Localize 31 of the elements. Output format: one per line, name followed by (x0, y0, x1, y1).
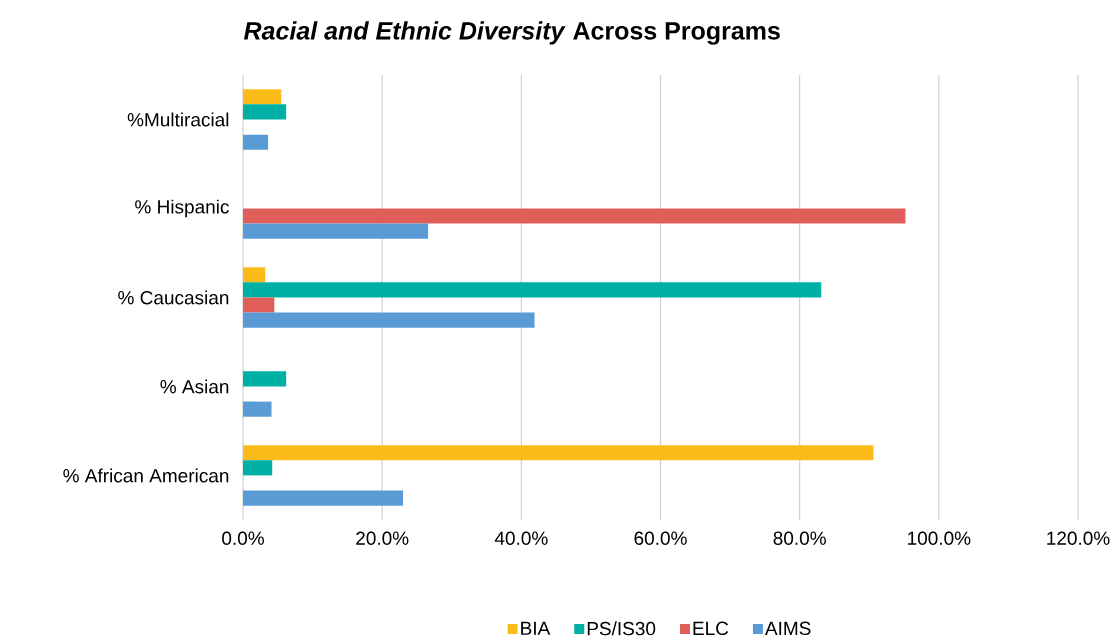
bar (243, 267, 266, 283)
bar (243, 89, 282, 105)
y-tick-label: % Asian (160, 379, 229, 394)
bar (243, 104, 287, 120)
legend-label: BIA (521, 621, 551, 635)
x-tick-label: 0.0% (222, 531, 264, 545)
legend-label: PS/IS30 (587, 621, 656, 636)
x-tick-label: 60.0% (634, 531, 687, 545)
bar (243, 312, 535, 328)
chart-title: Racial and Ethnic Diversity Across Programs (243, 21, 780, 45)
bar (243, 208, 906, 224)
y-tick-label: % Hispanic (135, 199, 229, 218)
x-tick-label: 40.0% (494, 531, 548, 545)
bar (243, 223, 429, 239)
bar (243, 134, 269, 150)
bar (243, 371, 287, 387)
x-tick-label: 20.0% (356, 531, 409, 545)
legend-label: ELC (693, 621, 729, 636)
legend-label: AIMS (764, 621, 811, 636)
bar (243, 445, 874, 461)
x-tick-label: 100.0% (908, 531, 971, 545)
bar (243, 297, 275, 313)
x-tick-label: 120.0% (1047, 531, 1110, 545)
bar (243, 282, 822, 298)
bar (243, 490, 404, 506)
x-tick-label: 80.0% (773, 531, 826, 545)
y-tick-label: %Multiracial (127, 112, 229, 127)
y-tick-label: % African American (63, 468, 229, 483)
bar (243, 460, 273, 476)
y-tick-label: % Caucasian (118, 290, 229, 305)
bar (243, 401, 272, 417)
